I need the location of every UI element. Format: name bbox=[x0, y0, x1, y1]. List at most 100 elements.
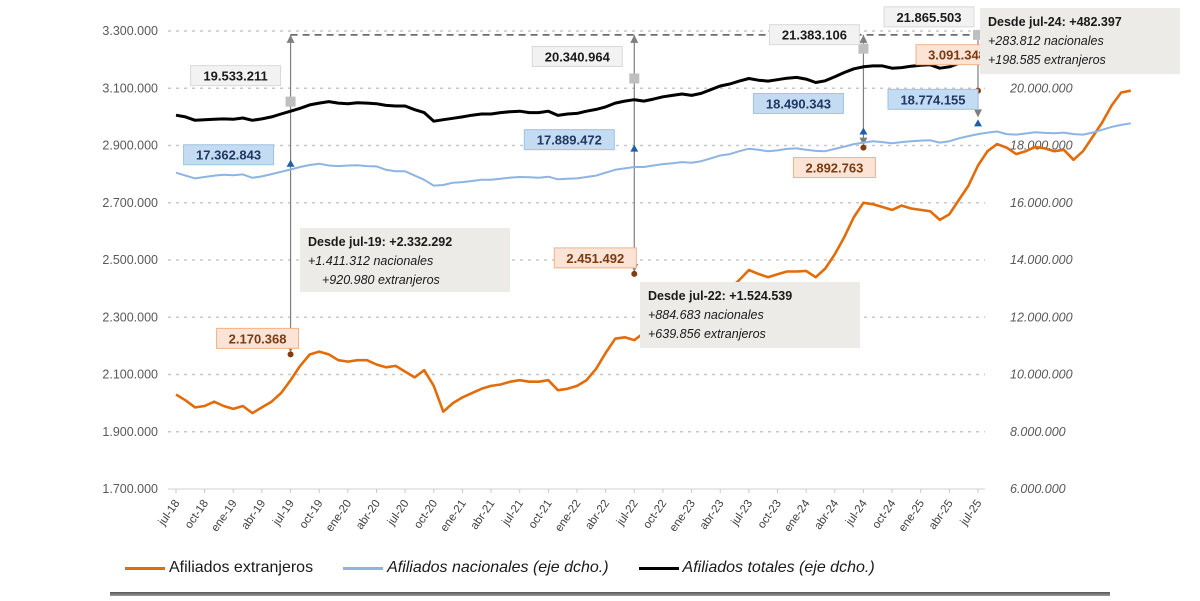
x-tick-label: jul-24 bbox=[843, 497, 870, 528]
x-tick-label: oct-19 bbox=[298, 498, 326, 531]
x-tick-label: ene-21 bbox=[439, 498, 469, 534]
legend-item-totales: Afiliados totales (eje dcho.) bbox=[638, 559, 875, 577]
x-tick-label: jul-22 bbox=[614, 498, 641, 529]
y-right-tick-label: 16.000.000 bbox=[1010, 196, 1073, 210]
y-axis-right: 20.000.000 18.000.000 16.000.000 14.000.000… bbox=[1009, 81, 1073, 496]
label-extranjeros-box bbox=[216, 327, 300, 349]
x-tick-label: oct-24 bbox=[870, 497, 899, 531]
callout-title: Desde jul-22: +1.524.539 bbox=[648, 289, 792, 303]
legend-item-nacionales: Afiliados nacionales (eje dcho.) bbox=[343, 559, 609, 577]
callout-extranjeros: +639.856 extranjeros bbox=[648, 327, 766, 341]
label-totales: 21.383.106 bbox=[782, 28, 847, 43]
legend-swatch-extranjeros bbox=[125, 566, 165, 570]
x-tick-label: ene-19 bbox=[209, 498, 239, 534]
x-tick-label: ene-24 bbox=[782, 497, 813, 534]
x-tick-label: jul-23 bbox=[729, 498, 756, 529]
x-tick-label: abr-22 bbox=[583, 498, 612, 532]
x-tick-label: oct-22 bbox=[641, 498, 669, 531]
y-right-tick-label: 18.000.000 bbox=[1010, 139, 1073, 153]
y-left-tick-label: 2.500.000 bbox=[102, 253, 158, 267]
marker-totales bbox=[858, 43, 869, 54]
arrow-head-down bbox=[859, 137, 868, 146]
callout-title: Desde jul-24: +482.397 bbox=[988, 15, 1122, 29]
marker-nacionales bbox=[286, 159, 295, 167]
callout-box bbox=[980, 8, 1180, 74]
x-tick-label: ene-20 bbox=[324, 498, 354, 534]
marker-extranjeros bbox=[860, 144, 867, 151]
x-tick-label: oct-20 bbox=[412, 498, 440, 531]
x-tick-label: abr-23 bbox=[698, 498, 727, 532]
y-right-tick-label: 6.000.000 bbox=[1010, 482, 1066, 496]
x-tick-label: abr-19 bbox=[239, 498, 268, 532]
y-right-tick-label: 8.000.000 bbox=[1010, 425, 1066, 439]
callout-nacionales: +884.683 nacionales bbox=[648, 308, 764, 322]
marker-totales bbox=[973, 29, 983, 40]
x-tick-label: abr-24 bbox=[812, 497, 841, 532]
bottom-rule bbox=[110, 592, 1110, 596]
label-totales-box bbox=[883, 6, 975, 28]
x-tick-label: jul-20 bbox=[385, 498, 412, 529]
arrow-head-up bbox=[630, 34, 639, 43]
callout-nacionales: +283.812 nacionales bbox=[988, 34, 1104, 48]
legend-swatch-nacionales bbox=[343, 566, 384, 570]
legend: Afiliados extranjeros Afiliados nacional… bbox=[125, 556, 1025, 580]
marker-nacionales bbox=[974, 119, 982, 127]
arrow-head-up bbox=[286, 34, 295, 43]
y-left-tick-label: 2.300.000 bbox=[102, 310, 158, 324]
x-tick-label: oct-23 bbox=[756, 498, 784, 531]
x-tick-label: jul-18 bbox=[156, 498, 183, 529]
label-extranjeros: 2.170.368 bbox=[229, 331, 287, 346]
data-labels: 2.170.368 2.451.492 2.892.763 3.091.348 17.3… bbox=[183, 6, 999, 358]
marker-totales bbox=[629, 73, 640, 84]
x-tick-label: oct-18 bbox=[183, 498, 211, 531]
x-tick-label: oct-21 bbox=[527, 498, 555, 531]
label-nacionales: 18.490.343 bbox=[766, 96, 831, 111]
label-totales-box bbox=[768, 24, 860, 46]
series-lines bbox=[175, 33, 1132, 415]
label-nacionales-box bbox=[183, 144, 275, 166]
callout-box bbox=[300, 228, 510, 292]
x-tick-label: jul-21 bbox=[500, 498, 527, 529]
legend-item-extranjeros: Afiliados extranjeros bbox=[125, 559, 313, 577]
label-nacionales: 17.889.472 bbox=[537, 133, 602, 148]
x-tick-label: jul-19 bbox=[270, 498, 297, 529]
series-line-nacionales bbox=[175, 122, 1131, 187]
y-left-tick-label: 1.900.000 bbox=[102, 425, 158, 439]
callouts: Desde jul-19: +2.332.292 +1.411.312 nacio… bbox=[300, 8, 1180, 348]
y-axis-left: 3.300.000 3.100.000 2.900.000 2.700.000 2.50… bbox=[102, 24, 158, 496]
label-extranjeros: 2.451.492 bbox=[566, 251, 624, 266]
legend-swatch-totales bbox=[638, 566, 679, 570]
arrow-head-up bbox=[859, 34, 868, 43]
y-left-tick-label: 2.100.000 bbox=[102, 368, 158, 382]
label-nacionales-box bbox=[523, 129, 615, 151]
callout-nacionales: +1.411.312 nacionales bbox=[308, 254, 433, 268]
label-totales-box bbox=[190, 65, 282, 87]
arrow-head-down bbox=[974, 109, 982, 118]
label-nacionales: 17.362.843 bbox=[196, 148, 261, 163]
y-right-tick-label: 14.000.000 bbox=[1010, 253, 1073, 267]
label-extranjeros: 2.892.763 bbox=[806, 161, 864, 176]
label-totales: 21.865.503 bbox=[896, 10, 961, 25]
x-tick-label: ene-25 bbox=[897, 498, 927, 534]
callout-extranjeros: +920.980 extranjeros bbox=[322, 273, 440, 287]
marker-extranjeros bbox=[287, 351, 294, 358]
marker-nacionales bbox=[630, 144, 639, 152]
y-left-tick-label: 2.900.000 bbox=[102, 139, 158, 153]
y-left-tick-label: 3.100.000 bbox=[102, 81, 158, 95]
legend-label-totales: Afiliados totales (eje dcho.) bbox=[682, 559, 875, 576]
y-right-tick-label: 10.000.000 bbox=[1010, 368, 1073, 382]
x-tick-label: ene-22 bbox=[553, 498, 583, 534]
label-totales: 20.340.964 bbox=[545, 49, 611, 64]
y-right-tick-label: 12.000.000 bbox=[1010, 310, 1073, 324]
marker-extranjeros bbox=[631, 270, 638, 277]
label-extranjeros-box bbox=[553, 247, 637, 269]
callout-box bbox=[640, 282, 860, 348]
x-tick-label: jul-25 bbox=[958, 498, 985, 529]
label-extranjeros: 3.091.348 bbox=[928, 48, 986, 63]
label-nacionales-box bbox=[752, 92, 844, 114]
label-totales: 19.533.211 bbox=[203, 69, 267, 84]
legend-label-extranjeros: Afiliados extranjeros bbox=[169, 559, 314, 576]
y-left-tick-label: 3.300.000 bbox=[102, 24, 158, 38]
y-left-tick-label: 2.700.000 bbox=[102, 196, 158, 210]
